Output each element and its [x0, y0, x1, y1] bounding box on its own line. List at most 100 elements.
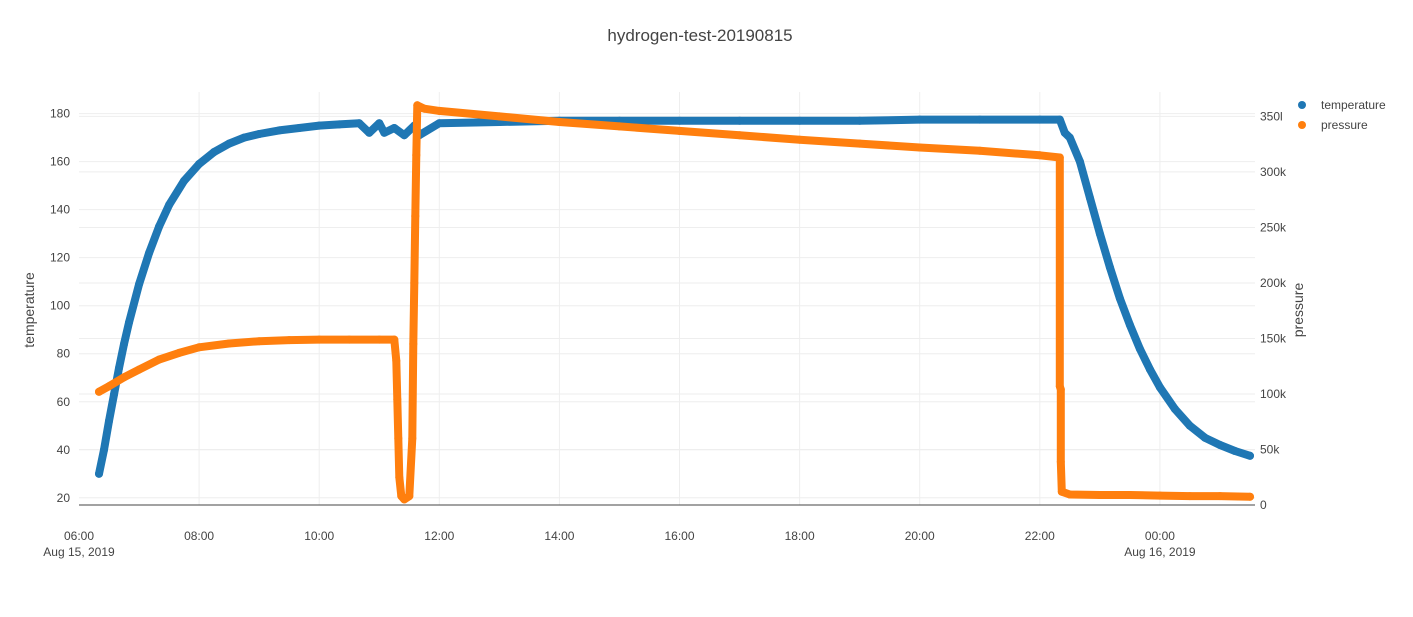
data-point [255, 130, 264, 138]
data-point [1095, 229, 1104, 238]
data-point [105, 382, 113, 391]
data-point [155, 222, 164, 231]
legend-marker [1298, 121, 1306, 129]
data-point [1155, 491, 1164, 500]
data-point [335, 120, 344, 129]
data-point [375, 335, 384, 344]
data-point [1105, 263, 1114, 272]
data-point [100, 445, 108, 454]
data-point [405, 492, 414, 501]
y-tick-label: 160 [50, 155, 70, 169]
y-tick-label: 180 [50, 107, 70, 121]
data-point [735, 116, 744, 125]
data-point [1246, 492, 1254, 501]
plot-area [95, 101, 1254, 504]
x-tick-label: 22:00 [1025, 529, 1055, 543]
data-point [1095, 491, 1104, 499]
data-point [1145, 365, 1154, 374]
data-point [675, 126, 684, 135]
data-point [1115, 294, 1124, 303]
data-point [1185, 421, 1194, 430]
data-point [180, 176, 189, 185]
data-point [1055, 115, 1064, 124]
legend-item-pressure[interactable]: pressure [1298, 118, 1368, 132]
data-point [435, 106, 444, 115]
legend-label: temperature [1321, 98, 1386, 112]
x-tick-label: 20:00 [905, 529, 935, 543]
data-point [380, 128, 389, 137]
data-point [408, 434, 417, 443]
y-tick-label: 20 [57, 491, 71, 505]
chart-title: hydrogen-test-20190815 [607, 26, 792, 45]
data-point [400, 131, 409, 140]
data-point [412, 151, 421, 160]
data-point [210, 148, 219, 156]
y-tick-label: 100 [50, 299, 70, 313]
legend[interactable]: temperature pressure [1298, 98, 1386, 132]
data-point [345, 335, 354, 344]
data-point [375, 119, 384, 128]
y2-tick-label: 250k [1260, 220, 1287, 234]
data-point [975, 146, 984, 155]
series-band-temperature [95, 115, 1254, 478]
data-point [355, 119, 364, 128]
y-axis-title: temperature [21, 272, 37, 348]
x-tick-sublabel: Aug 16, 2019 [1124, 545, 1196, 559]
data-point [115, 364, 123, 373]
data-point [1170, 405, 1179, 413]
data-point [390, 335, 399, 344]
y2-tick-label: 150k [1260, 331, 1287, 345]
legend-item-temperature[interactable]: temperature [1298, 98, 1386, 112]
data-point [1065, 133, 1074, 142]
data-point [1085, 193, 1094, 202]
y2-tick-label: 50k [1260, 442, 1280, 456]
y2-tick-label: 300k [1260, 165, 1287, 179]
data-point [420, 104, 429, 113]
data-point [120, 373, 128, 382]
data-point [1216, 441, 1224, 449]
data-point [1056, 457, 1065, 466]
data-point [390, 124, 399, 132]
data-point [795, 116, 804, 125]
y2-tick-label: 0 [1260, 498, 1267, 512]
x-tick-label: 14:00 [544, 529, 574, 543]
y-tick-label: 60 [57, 395, 71, 409]
data-point [409, 340, 418, 348]
data-point [195, 160, 204, 168]
data-point [1246, 451, 1254, 460]
data-point [411, 212, 420, 221]
data-point [435, 119, 444, 128]
x-tick-label: 12:00 [424, 529, 454, 543]
y-tick-label: 120 [50, 251, 70, 265]
data-point [675, 116, 684, 125]
data-point [413, 101, 422, 110]
data-point [855, 116, 864, 125]
data-point [915, 115, 924, 124]
data-point [555, 118, 564, 126]
data-point [135, 280, 144, 289]
x-tick-label: 16:00 [664, 529, 694, 543]
axes: 06:00 Aug 15, 2019 08:00 10:00 12:00 14:00 16:… [43, 107, 1287, 559]
data-point [495, 112, 504, 121]
data-point [240, 133, 249, 142]
x-tick-sublabel: Aug 15, 2019 [43, 545, 115, 559]
x-tick-label: 08:00 [184, 529, 214, 543]
data-point [855, 139, 864, 148]
data-point [393, 395, 402, 404]
data-point [195, 343, 204, 352]
data-point [110, 390, 118, 399]
data-point [1185, 492, 1194, 501]
data-point [1155, 383, 1164, 392]
data-point [255, 337, 264, 346]
data-point [615, 122, 624, 131]
y2-tick-label: 200k [1260, 276, 1287, 290]
data-point [125, 318, 133, 327]
x-tick-label: 10:00 [304, 529, 334, 543]
data-point [275, 126, 284, 135]
data-point [1065, 490, 1074, 499]
data-point [1135, 344, 1144, 353]
data-point [1216, 492, 1224, 501]
data-point [225, 139, 234, 148]
y2-tick-label: 350l [1260, 109, 1283, 123]
